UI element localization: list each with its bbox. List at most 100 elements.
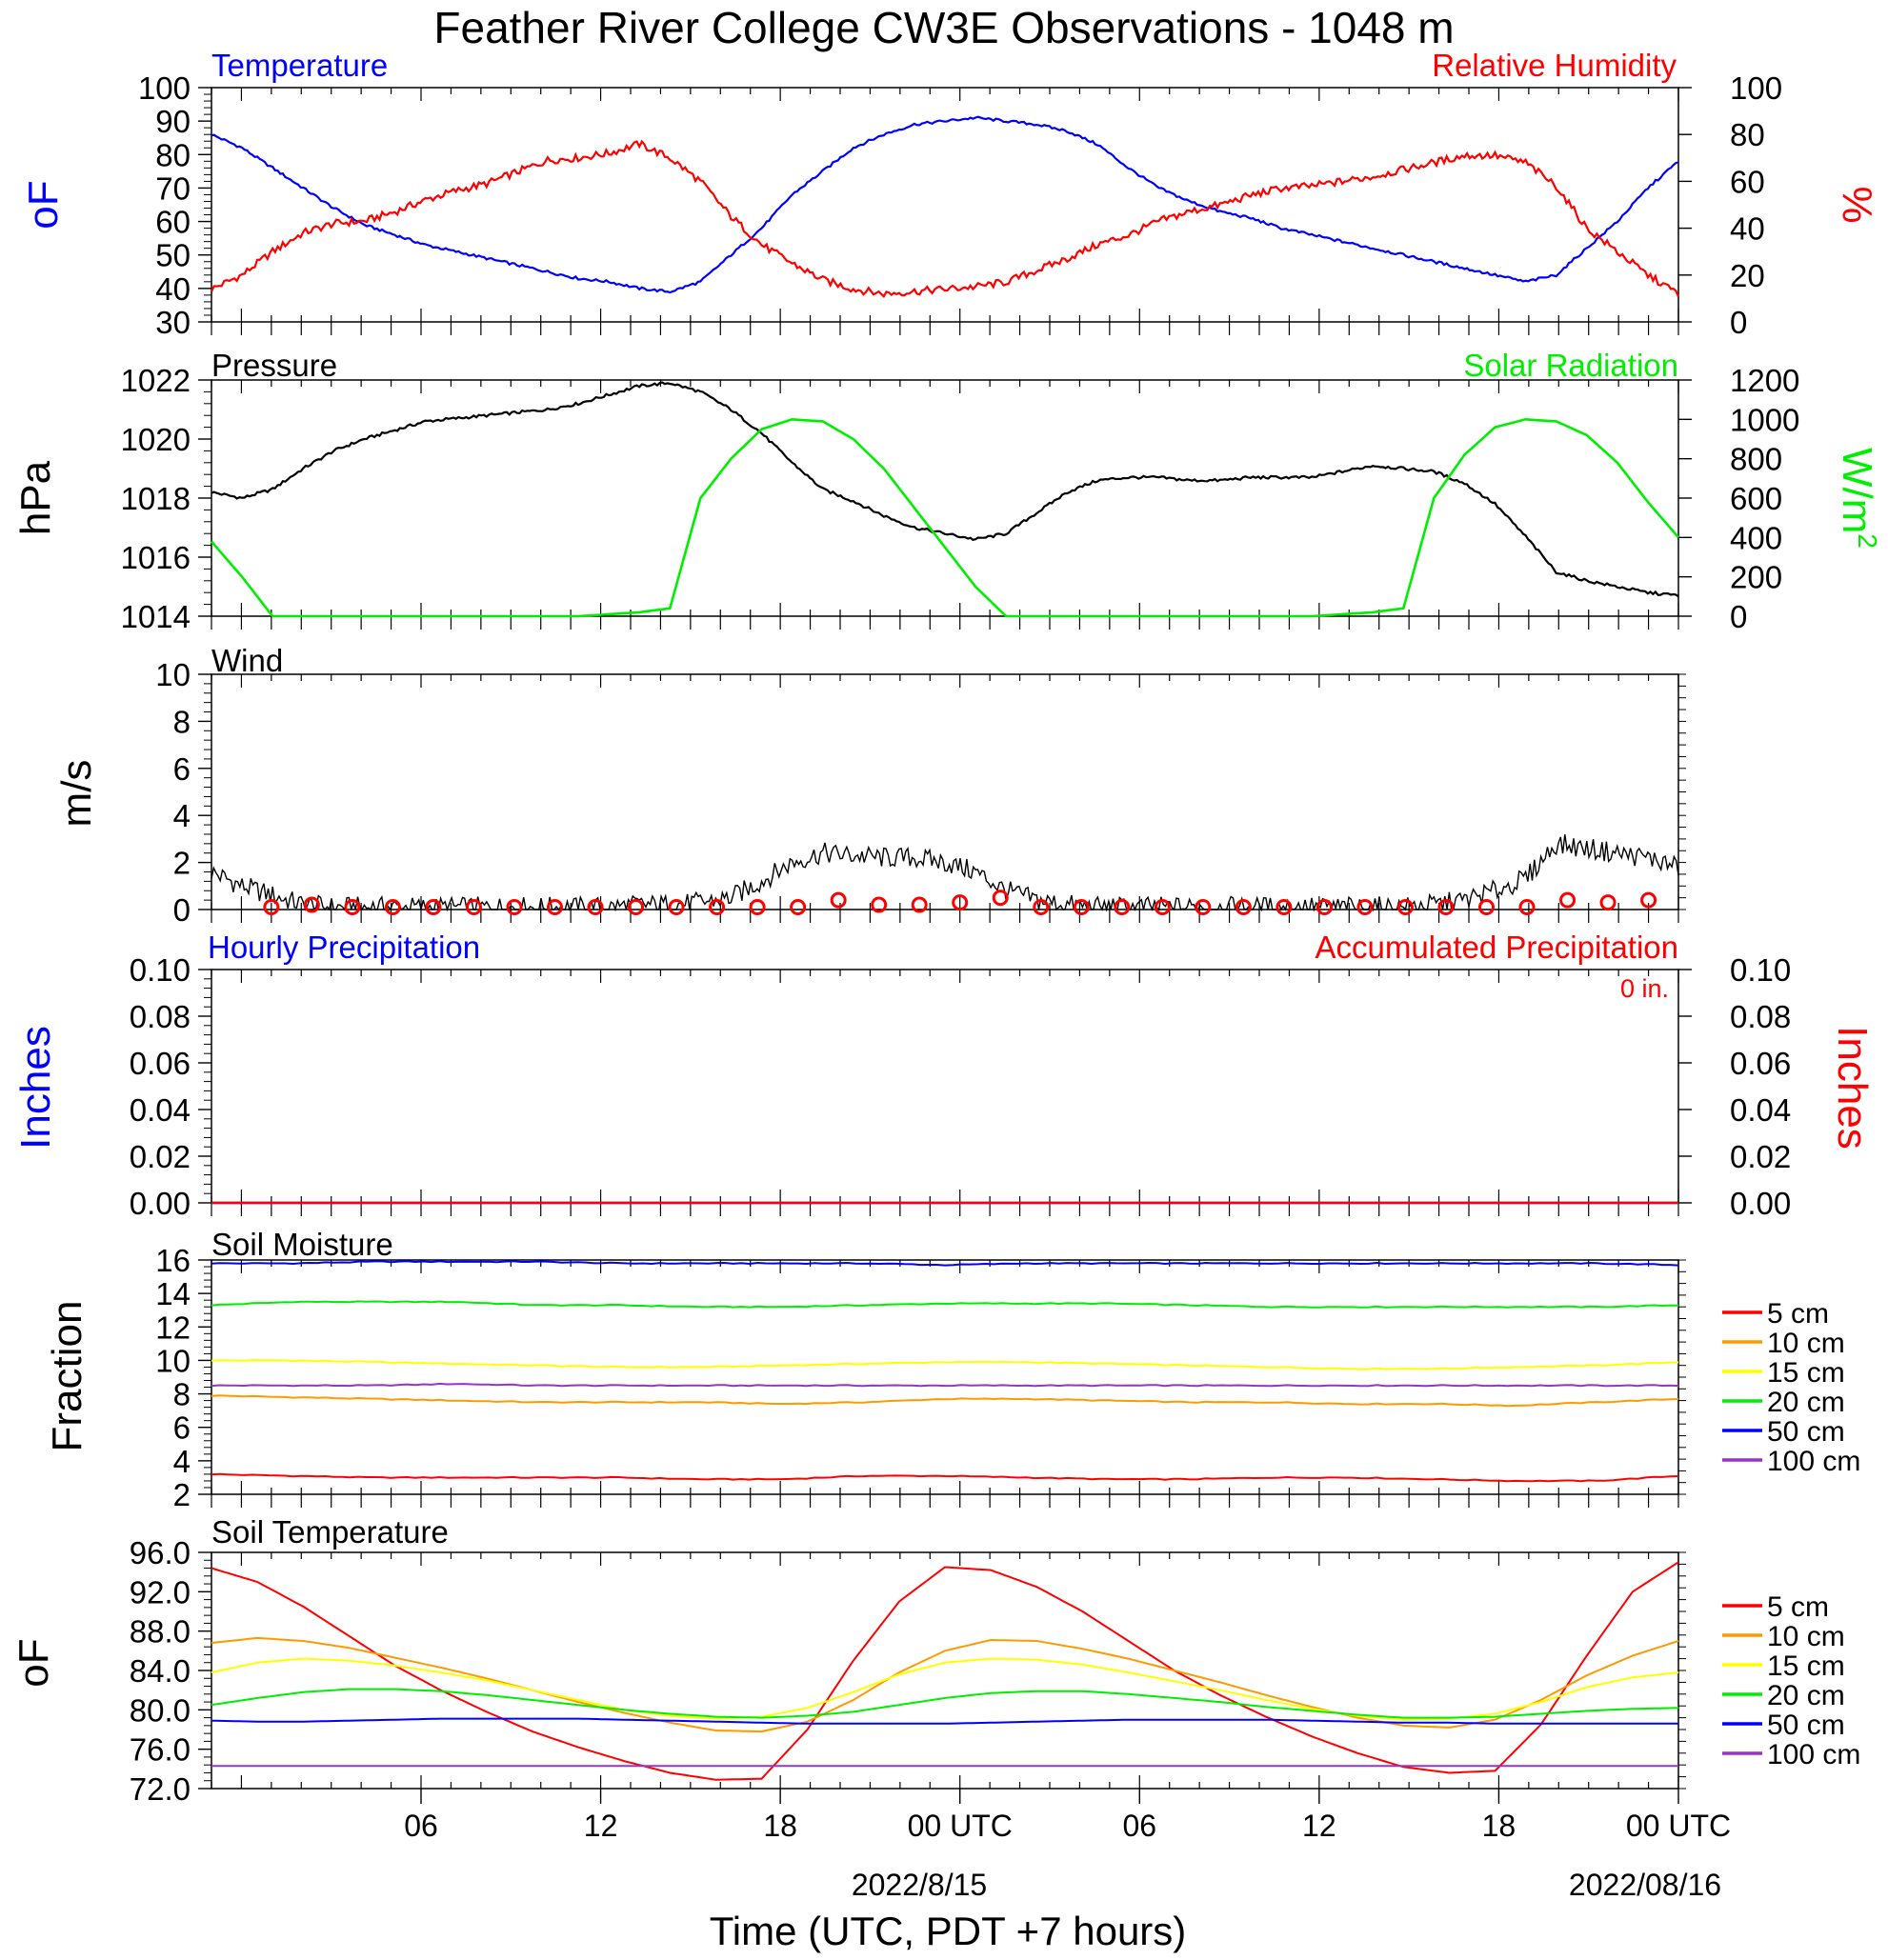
y-tick-label-right: 0.06 — [1730, 1046, 1791, 1081]
y-axis-label-hpa: hPa — [12, 460, 59, 535]
wind-marker — [465, 899, 482, 916]
series-line-depth-3 — [211, 1657, 1679, 1721]
plot-frame — [211, 1259, 1679, 1495]
wind-marker — [790, 899, 807, 916]
legend-label: 50 cm — [1767, 1710, 1845, 1741]
series-line-depth-4 — [211, 1300, 1679, 1309]
series-line-wind — [211, 834, 1679, 912]
y-tick-label-left: 80 — [155, 137, 191, 172]
series-line-depth-3 — [211, 1359, 1679, 1370]
wind-marker — [1396, 899, 1414, 916]
y-tick-label-right: 0.02 — [1730, 1139, 1791, 1174]
wind-marker — [1154, 899, 1171, 916]
wind-marker — [1599, 894, 1617, 911]
y-axis-label-ms: m/s — [53, 760, 100, 828]
wind-marker — [830, 891, 847, 909]
wind-marker — [1559, 891, 1577, 909]
y-tick-label-left: 60 — [155, 205, 191, 240]
y-tick-label-left: 4 — [173, 1444, 191, 1479]
y-tick-label-left: 1020 — [121, 422, 191, 457]
panel-precipitation: Hourly Precipitation Accumulated Precipi… — [12, 930, 1876, 1221]
y-tick-label-right: 800 — [1730, 442, 1782, 477]
series-line-depth-1 — [211, 1561, 1679, 1781]
accumulated-total-label: 0 in. — [1620, 974, 1669, 1003]
y-axis-label-fahrenheit: oF — [20, 180, 67, 229]
series-line-depth-6 — [211, 1382, 1679, 1388]
panel-title-pressure: Pressure — [211, 348, 337, 383]
wind-marker — [871, 896, 888, 913]
panel-title-hourly-precipitation: Hourly Precipitation — [208, 930, 480, 965]
wind-marker — [587, 899, 604, 916]
legend-label: 5 cm — [1767, 1298, 1829, 1330]
y-tick-label-left: 6 — [173, 751, 191, 787]
legend-label: 20 cm — [1767, 1387, 1845, 1418]
y-tick-label-left: 2 — [173, 846, 191, 881]
series-line-temperature — [211, 115, 1679, 294]
y-tick-label-left: 90 — [155, 104, 191, 139]
y-tick-label-left: 80.0 — [130, 1692, 191, 1728]
x-axis: 06 12 18 00 UTC 06 12 18 00 UTC — [404, 1789, 1731, 1843]
y-tick-label-left: 96.0 — [130, 1535, 191, 1570]
x-tick-label: 00 UTC — [1626, 1809, 1731, 1843]
y-tick-label-left: 84.0 — [130, 1653, 191, 1689]
y-tick-label-right: 0 — [1730, 599, 1747, 634]
y-tick-label-left: 6 — [173, 1410, 191, 1446]
y-tick-label-left: 0.10 — [130, 952, 191, 988]
y-tick-label-left: 30 — [155, 305, 191, 340]
series-line-relative-humidity — [211, 139, 1680, 298]
y-axis-label-percent: % — [1834, 186, 1880, 223]
y-axis-label-inches-left: Inches — [12, 1026, 59, 1150]
y-tick-label-left: 0.02 — [130, 1139, 191, 1174]
wind-marker — [749, 899, 766, 916]
y-tick-label-left: 76.0 — [130, 1732, 191, 1768]
y-tick-label-right: 100 — [1730, 70, 1782, 106]
y-axis-label-fraction: Fraction — [44, 1301, 90, 1452]
y-tick-label-left: 4 — [173, 798, 191, 833]
plot-frame — [211, 87, 1679, 323]
wind-marker — [628, 899, 645, 916]
wind-marker — [1235, 899, 1252, 916]
series-line-depth-1 — [211, 1472, 1679, 1483]
wind-marker — [1114, 899, 1131, 916]
y-tick-label-left: 8 — [173, 704, 191, 739]
plot-frame — [211, 673, 1679, 910]
y-tick-label-right: 80 — [1730, 117, 1765, 152]
x-date-label-2: 2022/08/16 — [1569, 1868, 1721, 1902]
wind-marker — [709, 899, 726, 916]
wind-marker — [263, 899, 280, 916]
plot-frame — [211, 969, 1679, 1204]
y-axis-label-inches-right: Inches — [1829, 1026, 1876, 1150]
y-tick-label-left: 2 — [173, 1477, 191, 1512]
x-tick-label: 06 — [404, 1809, 438, 1843]
x-tick-label: 12 — [1302, 1809, 1336, 1843]
y-tick-label-left: 88.0 — [130, 1614, 191, 1650]
wind-marker — [425, 899, 442, 916]
series-line-depth-4 — [211, 1688, 1679, 1719]
legend-label: 100 cm — [1767, 1739, 1860, 1770]
wind-marker — [1275, 899, 1293, 916]
legend-label: 10 cm — [1767, 1328, 1845, 1359]
y-tick-label-right: 20 — [1730, 258, 1765, 293]
series-line-depth-5 — [211, 1260, 1679, 1267]
y-axis-label-fahrenheit-soil: oF — [10, 1638, 57, 1687]
series-line-depth-5 — [211, 1717, 1678, 1725]
wind-marker — [1316, 899, 1333, 916]
y-tick-label-left: 0.00 — [130, 1186, 191, 1221]
x-axis-label: Time (UTC, PDT +7 hours) — [710, 1909, 1187, 1953]
wind-marker — [506, 899, 523, 916]
y-axis-label-wm2: W/m2 — [1834, 448, 1882, 549]
panel-temperature-humidity: Temperature Relative Humidity oF % 10090… — [20, 48, 1880, 340]
y-tick-label-right: 0.08 — [1730, 999, 1791, 1034]
legend-label: 15 cm — [1767, 1357, 1845, 1389]
y-tick-label-left: 0.08 — [130, 999, 191, 1034]
y-tick-label-left: 50 — [155, 238, 191, 273]
y-tick-label-right: 200 — [1730, 560, 1782, 595]
wind-marker — [911, 896, 928, 913]
series-line-pressure — [211, 381, 1679, 598]
wind-marker — [1033, 899, 1050, 916]
series-line-depth-2 — [211, 1394, 1679, 1408]
wind-marker — [303, 896, 320, 913]
panel-title-accumulated-precipitation: Accumulated Precipitation — [1315, 930, 1678, 965]
